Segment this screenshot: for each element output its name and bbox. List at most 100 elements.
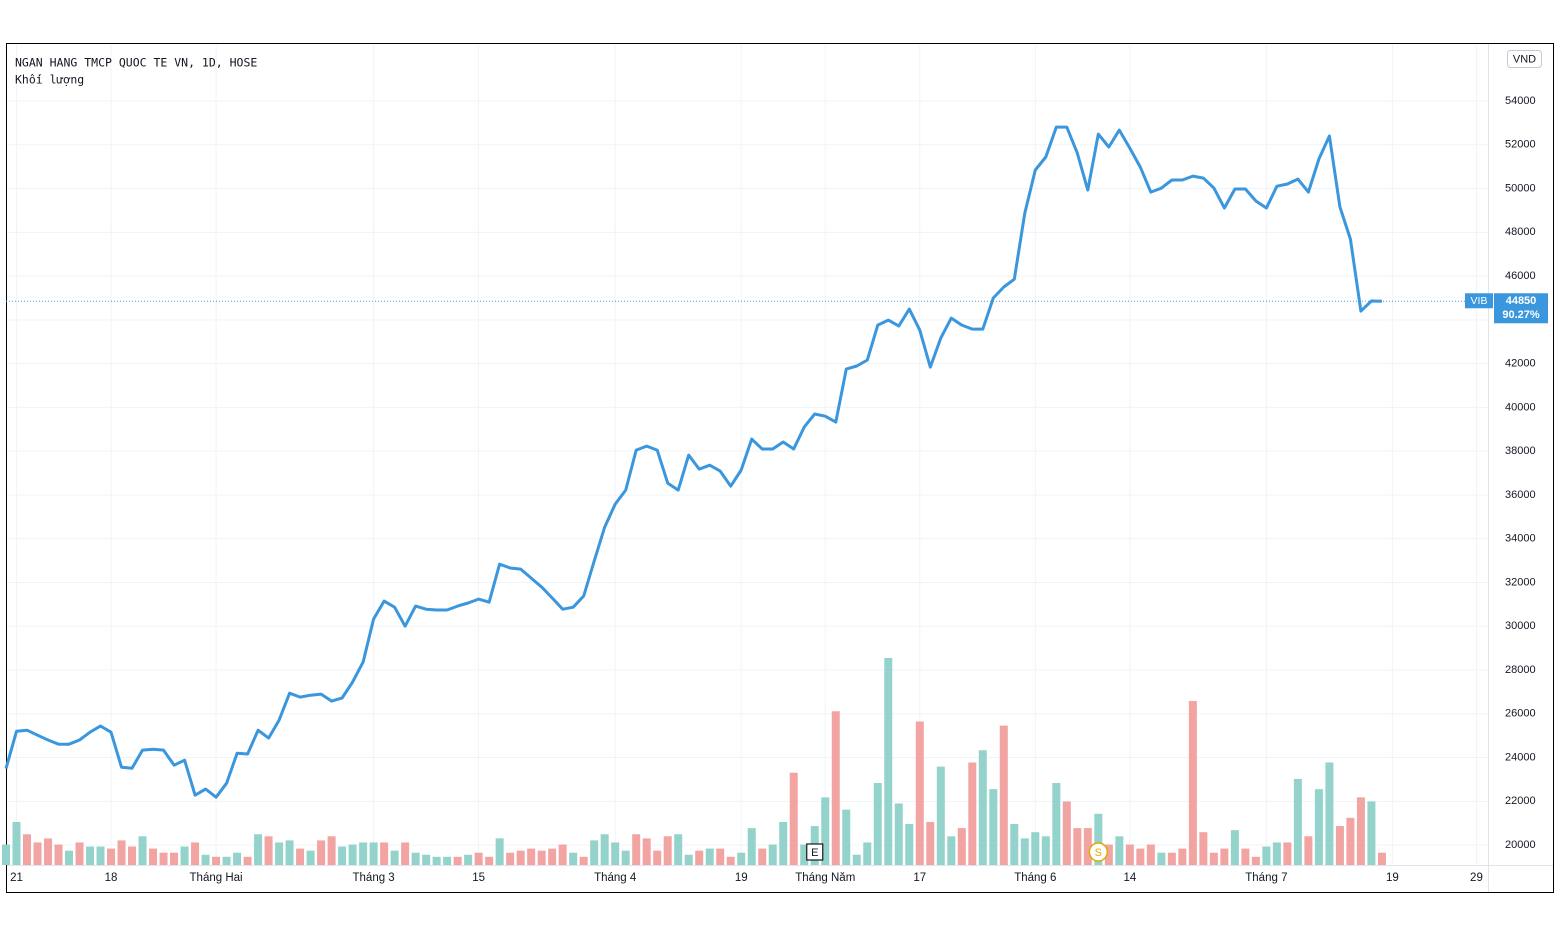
volume-bar [1020,838,1029,865]
x-tick-label: 18 [105,872,118,884]
event-label: S [1095,847,1102,859]
volume-bar [1230,830,1239,865]
volume-bar [149,848,158,865]
volume-bar [779,821,788,865]
volume-bar [1041,836,1050,865]
volume-bar [758,848,767,865]
x-tick-label: 19 [1386,872,1399,884]
volume-bar [1083,828,1092,865]
volume-bar [285,840,294,865]
volume-bar [1241,848,1250,865]
volume-bar [1304,836,1313,865]
volume-bar [1052,783,1061,865]
y-tick-label: 42000 [1505,358,1536,370]
y-tick-label: 54000 [1505,95,1536,107]
volume-bar [1346,817,1355,865]
volume-bar [768,844,777,865]
volume-bar [317,840,326,865]
volume-bar [590,840,599,865]
volume-bar [905,824,914,865]
volume-bar [401,842,410,865]
volume-bar [453,856,462,865]
y-tick-label: 32000 [1505,576,1536,588]
x-tick-label: 17 [913,872,926,884]
volume-bar [957,828,966,865]
volume-bar [1251,856,1260,865]
volume-bar [1283,842,1292,865]
volume-bar [1325,762,1334,865]
volume-bar [968,762,977,865]
volume-bar [380,842,389,865]
volume-bar [705,848,714,865]
volume-bar [464,854,473,865]
volume-bar [96,846,105,865]
volume-bar [212,856,221,865]
volume-bar [1073,828,1082,865]
volume-bar [1062,801,1071,865]
volume-bar [1178,848,1187,865]
volume-bar [653,850,662,865]
volume-bar [989,789,998,865]
volume-bar [1377,852,1386,865]
volume-bar [1356,797,1365,865]
y-tick-label: 38000 [1505,445,1536,457]
volume-bar [485,856,494,865]
x-tick-label: Tháng 3 [353,872,395,884]
volume-bar [1199,832,1208,865]
volume-bar [390,850,399,865]
volume-bar [947,836,956,865]
volume-bar [65,850,74,865]
y-tick-label: 20000 [1505,839,1536,851]
last-price-label: 44850 [1506,295,1537,307]
x-tick-label: Tháng 4 [594,872,637,884]
volume-bar [107,848,116,865]
y-tick-label: 34000 [1505,533,1536,545]
event-label: E [811,847,818,859]
volume-bar [621,850,630,865]
volume-bar [191,842,200,865]
volume-bar [33,842,42,865]
volume-bar [264,836,273,865]
volume-bar [579,856,588,865]
y-tick-label: 30000 [1505,620,1536,632]
volume-bar [1157,852,1166,865]
volume-bar [800,844,809,865]
volume-bar [674,834,683,865]
volume-bar [369,842,378,865]
x-tick-label: Tháng 7 [1245,872,1287,884]
volume-bar [852,854,861,865]
volume-bar [1272,842,1281,865]
currency-label[interactable]: VND [1513,53,1536,65]
y-tick-label: 48000 [1505,226,1536,238]
volume-bar [663,836,672,865]
x-tick-label: 29 [1470,872,1483,884]
volume-bar [275,842,284,865]
volume-bar [296,848,305,865]
currency-button[interactable] [1507,50,1542,68]
x-tick-label: Tháng Hai [190,872,243,884]
volume-bar [600,834,609,865]
volume-bar [359,842,368,865]
volume-bar [506,852,515,865]
volume-bar [632,834,641,865]
volume-bar [789,772,798,865]
volume-bar [23,834,32,865]
volume-bar [2,844,10,865]
volume-bar [842,809,851,865]
event-marker [806,843,824,861]
y-tick-label: 26000 [1505,708,1536,720]
volume-bar [348,844,357,865]
volume-bar [821,797,830,865]
volume-bar [884,657,893,865]
volume-bar [86,846,95,865]
volume-bar [684,854,693,865]
volume-bar [1094,813,1103,865]
volume-bar [1262,846,1271,865]
volume-bar [411,852,420,865]
volume-bar [44,838,53,865]
x-tick-label: 19 [735,872,748,884]
x-tick-label: 14 [1123,872,1136,884]
volume-bar [432,856,441,865]
volume-bar [936,766,945,865]
volume-bar [254,834,263,865]
